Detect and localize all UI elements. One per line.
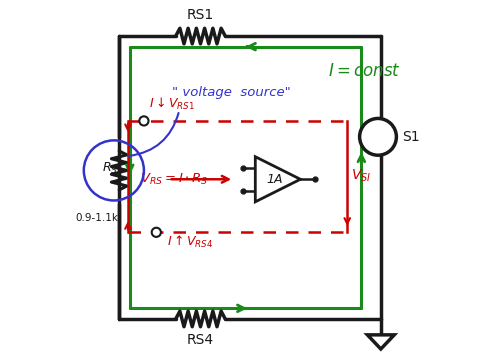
Polygon shape bbox=[256, 157, 300, 202]
Text: 1A: 1A bbox=[266, 173, 283, 186]
FancyArrowPatch shape bbox=[129, 113, 178, 156]
Circle shape bbox=[140, 116, 148, 126]
Text: RS4: RS4 bbox=[187, 333, 214, 347]
Circle shape bbox=[152, 228, 161, 237]
Text: $I\uparrow V_{RS4}$: $I\uparrow V_{RS4}$ bbox=[167, 234, 213, 250]
Text: $I\downarrow V_{RS1}$: $I\downarrow V_{RS1}$ bbox=[149, 96, 195, 112]
Text: " voltage  source": " voltage source" bbox=[172, 86, 291, 99]
Text: $I = const$: $I = const$ bbox=[328, 62, 400, 81]
Text: RS1: RS1 bbox=[187, 8, 214, 22]
Text: S1: S1 bbox=[402, 130, 419, 144]
Text: $V_{RS} = I \cdot R_S$: $V_{RS} = I \cdot R_S$ bbox=[140, 172, 208, 187]
Circle shape bbox=[360, 119, 397, 155]
Text: 0.9-1.1k: 0.9-1.1k bbox=[75, 213, 118, 223]
Text: $R_S$: $R_S$ bbox=[102, 161, 118, 176]
Text: $V_{SI}$: $V_{SI}$ bbox=[351, 168, 371, 184]
